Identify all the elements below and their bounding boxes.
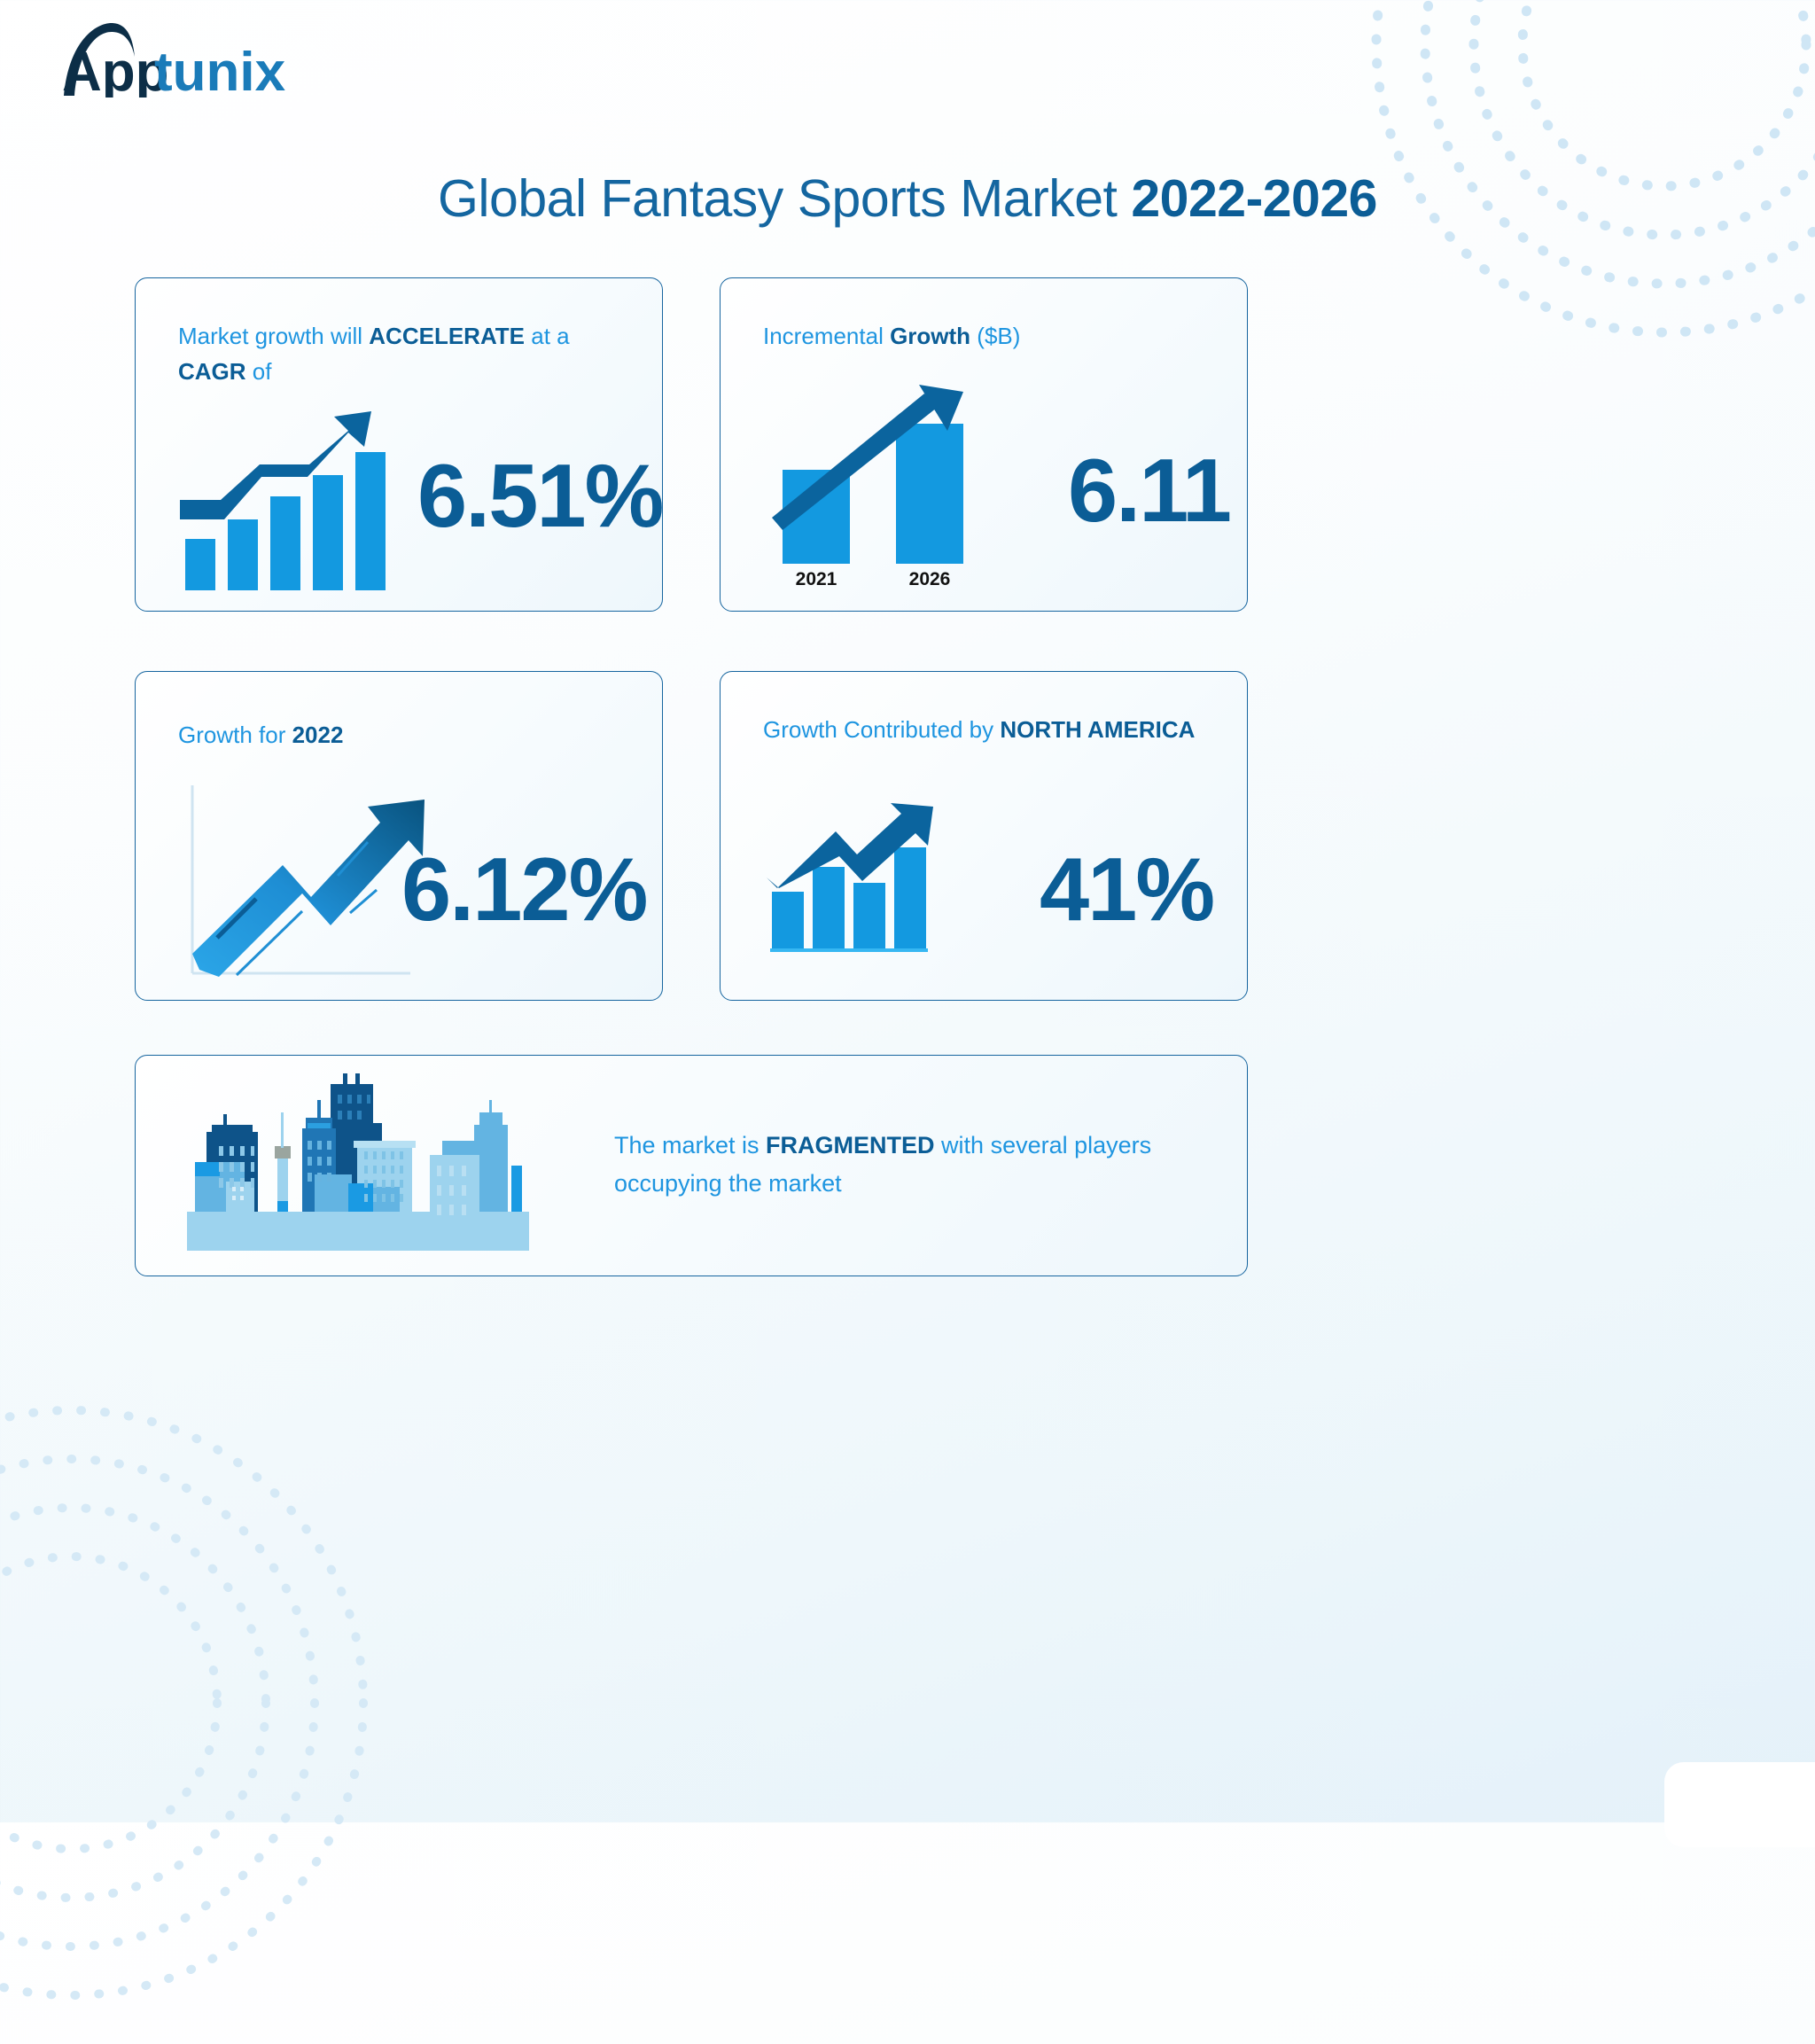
heading-emphasis: ACCELERATE [369, 323, 526, 349]
bar-label-2021: 2021 [796, 569, 837, 589]
card-fragmented-market: The market is FRAGMENTED with several pl… [135, 1055, 1248, 1276]
logo-text-tunix: tunix [154, 42, 286, 98]
card-cagr-value: 6.51% [417, 447, 663, 546]
card-growth-2022: Growth for 2022 6.12% [135, 671, 663, 1001]
heading-text: Incremental [763, 323, 891, 349]
heading-emphasis: NORTH AMERICA [1000, 716, 1196, 743]
card-north-america-heading: Growth Contributed by NORTH AMERICA [763, 713, 1215, 748]
card-growth-2022-heading: Growth for 2022 [178, 718, 630, 753]
heading-text: of [245, 357, 272, 385]
heading-text: ($B) [970, 323, 1021, 349]
bar-chart-zigzag-arrow-icon [763, 796, 940, 960]
page-title-regular: Global Fantasy Sports Market [438, 169, 1132, 228]
city-skyline-icon [173, 1070, 545, 1271]
card-incremental-growth: Incremental Growth ($B) 2021 2026 6.11 [720, 277, 1248, 612]
card-incremental-growth-heading: Incremental Growth ($B) [763, 319, 1215, 355]
heading-text: with several players occupying the marke… [614, 1132, 1152, 1197]
card-north-america: Growth Contributed by NORTH AMERICA 41% [720, 671, 1248, 1001]
heading-text: Growth for [178, 722, 292, 748]
card-growth-2022-value: 6.12% [401, 840, 648, 940]
heading-emphasis: CAGR [178, 357, 246, 385]
heading-text: at a [525, 323, 570, 349]
bar-label-2026: 2026 [909, 569, 951, 589]
card-incremental-growth-value: 6.11 [1068, 441, 1232, 541]
heading-emphasis: Growth [890, 323, 971, 349]
heading-text: Market growth will [178, 323, 370, 349]
card-cagr: Market growth will ACCELERATE at a CAGR … [135, 277, 663, 612]
two-bar-chart-arrow-icon: 2021 2026 [763, 385, 1002, 593]
card-cagr-heading: Market growth will ACCELERATE at a CAGR … [178, 319, 630, 389]
card-north-america-value: 41% [1040, 840, 1215, 940]
bar-2026 [896, 424, 963, 564]
heading-text: Growth Contributed by [763, 716, 1001, 743]
corner-decoration [1664, 1762, 1815, 1847]
decorative-dotted-arcs-bottom-left [0, 1366, 408, 2044]
zigzag-growth-arrow-icon [178, 780, 444, 997]
logo-text-app: App [62, 42, 169, 98]
card-fragmented-market-heading: The market is FRAGMENTED with several pl… [614, 1127, 1226, 1202]
apptunix-logo[interactable]: App tunix [55, 21, 321, 103]
heading-emphasis: 2022 [292, 722, 344, 748]
heading-text: The market is [614, 1132, 767, 1159]
logo-swoosh-icon [64, 23, 135, 96]
heading-emphasis: FRAGMENTED [766, 1132, 935, 1159]
page-title-bold: 2022-2026 [1131, 169, 1377, 228]
page-title: Global Fantasy Sports Market 2022-2026 [0, 168, 1815, 229]
bar-chart-rising-arrow-icon [175, 408, 396, 598]
